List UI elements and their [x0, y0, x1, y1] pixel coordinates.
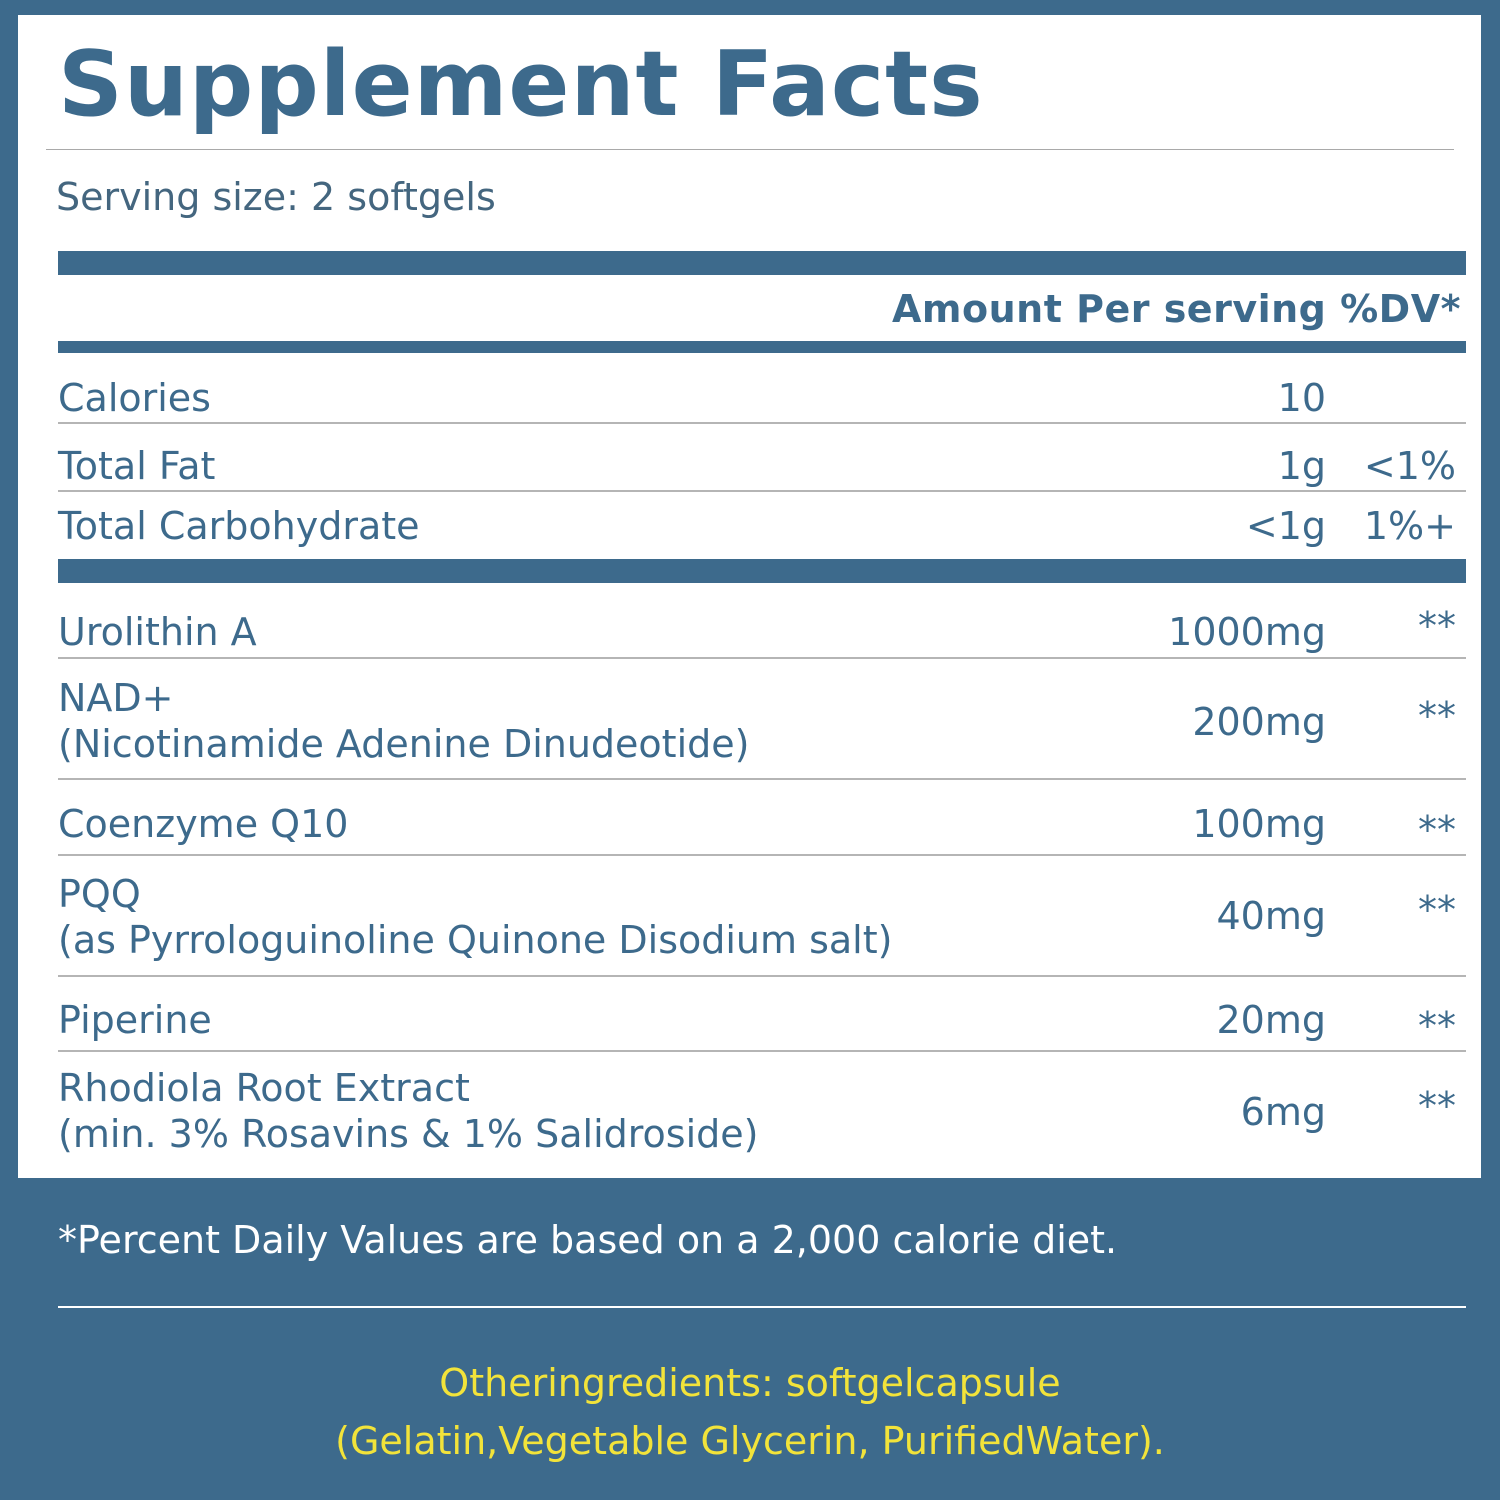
row-amount: 40mg: [1216, 894, 1327, 938]
row-amount: 20mg: [1216, 998, 1327, 1042]
row-name: Piperine: [58, 998, 212, 1042]
row-dv: **: [1418, 888, 1456, 932]
row-dv: **: [1418, 808, 1456, 852]
page-title: Supplement Facts: [58, 32, 984, 137]
header-top-bar: [58, 251, 1466, 275]
table-row-rhodiola: Rhodiola Root Extract (min. 3% Rosavins …: [58, 1065, 1466, 1165]
row-amount: 10: [1277, 376, 1326, 420]
serving-size: Serving size: 2 softgels: [56, 175, 496, 219]
column-header: Amount Per serving %DV*: [891, 287, 1461, 331]
row-name: Calories: [58, 376, 211, 420]
row-dv: 1%+: [1363, 504, 1456, 548]
row-dv: **: [1418, 1004, 1456, 1048]
row-amount: 200mg: [1192, 700, 1326, 744]
footnote-divider: [58, 1306, 1466, 1308]
row-divider: [58, 490, 1466, 492]
other-ingredients-line1: Otheringredients: softgelcapsule: [439, 1361, 1061, 1405]
table-row-urolithin-a: Urolithin A 1000mg **: [58, 604, 1466, 659]
table-row-pqq: PQQ (as Pyrrologuinoline Quinone Disodiu…: [58, 869, 1466, 977]
row-name: Coenzyme Q10: [58, 802, 349, 846]
row-dv: <1%: [1363, 444, 1456, 488]
row-name: Rhodiola Root Extract: [58, 1066, 470, 1110]
row-divider: [58, 975, 1466, 977]
row-amount: 100mg: [1192, 802, 1326, 846]
table-row-piperine: Piperine 20mg **: [58, 997, 1466, 1053]
row-dv: **: [1418, 694, 1456, 738]
row-amount: 6mg: [1240, 1090, 1326, 1134]
row-subname: (as Pyrrologuinoline Quinone Disodium sa…: [58, 918, 893, 962]
row-divider: [58, 854, 1466, 856]
row-subname: (min. 3% Rosavins & 1% Salidroside): [58, 1112, 759, 1156]
dv-footnote: *Percent Daily Values are based on a 2,0…: [58, 1218, 1118, 1262]
row-name: PQQ: [58, 872, 141, 916]
table-row-total-carbohydrate: Total Carbohydrate <1g 1%+: [58, 503, 1466, 553]
row-name: Urolithin A: [58, 610, 257, 654]
row-name: NAD+: [58, 676, 174, 720]
row-divider: [58, 657, 1466, 659]
row-amount: 1g: [1277, 444, 1326, 488]
table-row-nad: NAD+ (Nicotinamide Adenine Dinudeotide) …: [58, 675, 1466, 781]
table-row-calories: Calories 10: [58, 373, 1466, 424]
table-row-coenzyme-q10: Coenzyme Q10 100mg **: [58, 799, 1466, 857]
row-amount: <1g: [1245, 504, 1326, 548]
row-subname: (Nicotinamide Adenine Dinudeotide): [58, 722, 750, 766]
row-divider: [58, 1050, 1466, 1052]
other-ingredients-line2: (Gelatin,Vegetable Glycerin, PurifiedWat…: [335, 1419, 1165, 1463]
row-dv: **: [1418, 604, 1456, 648]
row-name: Total Carbohydrate: [58, 504, 420, 548]
supplement-facts-panel: Supplement Facts Serving size: 2 softgel…: [18, 15, 1481, 1178]
row-divider: [58, 422, 1466, 424]
table-row-total-fat: Total Fat 1g <1%: [58, 441, 1466, 492]
row-name: Total Fat: [58, 444, 216, 488]
row-dv: **: [1418, 1084, 1456, 1128]
header-bottom-bar: [58, 341, 1466, 353]
row-amount: 1000mg: [1168, 610, 1326, 654]
title-divider: [46, 149, 1454, 150]
section-bar: [58, 559, 1466, 583]
row-divider: [58, 778, 1466, 780]
